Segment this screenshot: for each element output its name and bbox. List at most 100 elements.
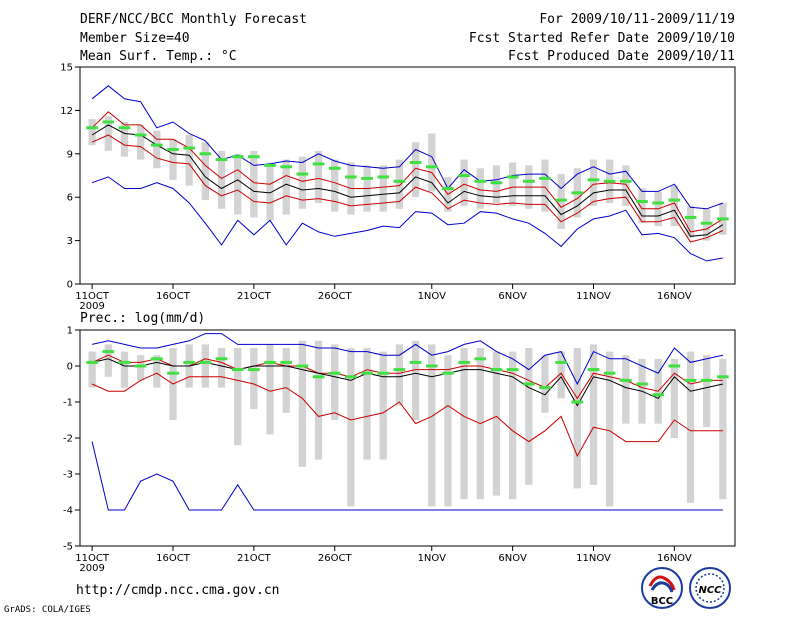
temp-range-box (314, 150, 323, 203)
prec-range-box (606, 351, 614, 507)
temp-median-line (91, 124, 724, 237)
prec-range-box (444, 355, 452, 507)
prec-x-tick-label: 16NOV (657, 553, 692, 564)
grads-credit: GrADS: COLA/IGES (4, 605, 91, 615)
temp-x-tick-label: 1NOV (418, 291, 447, 302)
temp-x-year-label: 2009 (79, 301, 104, 312)
temp-ensemble-mean-marker (490, 181, 503, 185)
prec-range-box (120, 351, 129, 388)
temp-range-box (460, 159, 468, 206)
prec-range-box (298, 340, 307, 467)
temp-range-box (169, 139, 177, 180)
temp-ensemble-mean-marker (377, 175, 390, 179)
prec-y-tick-label: -5 (63, 542, 73, 553)
prec-range-box (525, 348, 533, 485)
prec-x-tick-label: 6NOV (498, 553, 527, 564)
bcc-logo: BCC (640, 566, 684, 610)
temp-ensemble-mean-marker (328, 166, 341, 170)
prec-range-box (234, 348, 242, 446)
temp-lower-quartile-line (91, 134, 724, 243)
prec-ensemble-mean-marker (571, 400, 584, 404)
ncc-logo: NCC (688, 566, 732, 610)
temp-range-box (395, 159, 404, 209)
prec-x-tick-label: 26OCT (318, 553, 353, 564)
prec-ensemble-mean-marker (700, 378, 713, 382)
temp-range-box (266, 162, 274, 221)
temp-ensemble-mean-marker (506, 175, 519, 179)
prec-ensemble-mean-marker (668, 364, 681, 368)
temp-ensemble-mean-marker (248, 155, 260, 159)
prec-max-line (91, 333, 724, 386)
prec-ensemble-mean-marker (555, 360, 567, 364)
temp-ensemble-mean-marker (700, 221, 713, 225)
prec-ensemble-mean-marker (458, 360, 470, 364)
temp-ensemble-mean-marker (668, 198, 681, 202)
temp-range-box (508, 162, 517, 206)
temp-ensemble-mean-marker (684, 215, 697, 219)
prec-range-box (331, 344, 339, 420)
temp-range-box (411, 142, 420, 198)
prec-range-box (411, 340, 420, 420)
prec-range-box (266, 344, 274, 435)
temp-ensemble-mean-marker (555, 198, 567, 202)
prec-ensemble-mean-marker (603, 371, 616, 375)
prec-ensemble-mean-marker (587, 368, 600, 372)
temp-ensemble-mean-marker (199, 152, 212, 156)
prec-ensemble-mean-marker (86, 360, 98, 364)
temp-x-tick-label: 16NOV (657, 291, 692, 302)
temp-ensemble-mean-marker (442, 187, 454, 191)
temp-ensemble-mean-marker (312, 162, 325, 166)
prec-ensemble-mean-marker (312, 375, 325, 379)
prec-ensemble-mean-marker (345, 375, 357, 379)
prec-range-box (379, 351, 387, 460)
prec-ensemble-mean-marker (442, 371, 454, 375)
prec-ensemble-mean-marker (539, 386, 551, 390)
prec-range-box (492, 351, 501, 496)
temp-range-box (217, 150, 226, 209)
prec-lower-quartile-line (91, 372, 723, 458)
temp-ensemble-mean-marker (425, 165, 438, 169)
temp-plot-frame (79, 66, 736, 285)
prec-range-box (104, 344, 112, 377)
prec-ensemble-mean-marker (474, 357, 487, 361)
prec-y-tick-label: -2 (63, 434, 73, 445)
prec-ensemble-mean-marker (425, 364, 438, 368)
prec-x-tick-label: 11NOV (576, 553, 611, 564)
temp-ensemble-mean-marker (652, 201, 665, 205)
temp-ensemble-mean-marker (571, 191, 584, 195)
chart-title: DERF/NCC/BCC Monthly Forecast (80, 12, 307, 27)
temp-x-tick-label: 26OCT (318, 291, 353, 302)
forecast-started-date: Fcst Started Refer Date 2009/10/10 (468, 31, 735, 46)
temp-range-box (476, 168, 484, 209)
prec-range-box (703, 355, 711, 428)
prec-range-box (508, 351, 517, 500)
prec-ensemble-mean-marker (717, 375, 729, 379)
temp-range-box (541, 159, 549, 212)
prec-range-box (217, 348, 226, 388)
temp-range-box (88, 119, 96, 146)
temp-range-box (153, 130, 161, 169)
prec-range-box (428, 344, 436, 507)
prec-range-box (541, 355, 549, 413)
prec-ensemble-mean-marker (506, 368, 519, 372)
temp-panel-title: Mean Surf. Temp.: °C (80, 49, 237, 64)
temp-ensemble-mean-marker (118, 126, 131, 130)
prec-x-tick-label: 16OCT (156, 553, 191, 564)
temp-ensemble-mean-marker (264, 163, 276, 167)
prec-range-box (347, 348, 355, 507)
prec-ensemble-mean-marker (409, 360, 422, 364)
prec-range-box (670, 358, 678, 438)
prec-range-box (250, 348, 258, 410)
prec-ensemble-mean-marker (167, 371, 179, 375)
member-size: Member Size=40 (80, 31, 190, 46)
temp-max-line (91, 85, 724, 210)
prec-median-line (91, 358, 724, 407)
temp-ensemble-mean-marker (458, 174, 470, 177)
prec-range-box (363, 348, 371, 460)
temp-ensemble-mean-marker (150, 143, 163, 147)
temp-range-box (298, 156, 307, 209)
prec-ensemble-mean-marker (248, 368, 260, 372)
prec-ensemble-mean-marker (280, 360, 293, 364)
temp-ensemble-mean-marker (587, 178, 600, 182)
prec-y-tick-label: 1 (67, 326, 73, 337)
